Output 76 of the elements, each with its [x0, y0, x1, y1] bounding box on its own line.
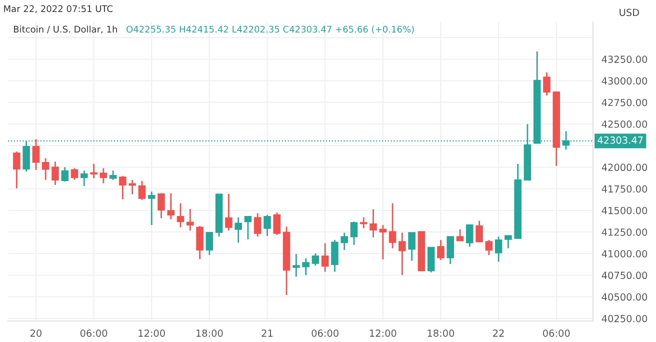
y-tick-label: 41750.00: [602, 185, 648, 193]
x-tick-label: 18:00: [428, 330, 454, 337]
candlestick: [388, 202, 396, 250]
candlestick: [292, 253, 300, 278]
candlestick: [331, 239, 338, 272]
y-tick-label: 43250.00: [602, 56, 648, 63]
candlestick: [504, 234, 512, 250]
y-axis-title: USD: [620, 8, 640, 16]
x-tick-label: 12:00: [138, 330, 165, 337]
y-tick-label: 43000.00: [602, 77, 648, 85]
candlestick: [408, 232, 416, 262]
candlestick: [427, 246, 435, 274]
candlestick: [234, 216, 242, 244]
y-tick-label: 40750.00: [602, 272, 648, 280]
candlestick: [360, 216, 368, 229]
x-tick-label: 06:00: [543, 330, 570, 337]
text: Mar 22, 2022 07:51 UTC: [4, 5, 113, 14]
y-tick-label: 41500.00: [602, 206, 648, 214]
candlestick: [485, 239, 493, 256]
candlestick: [312, 252, 320, 266]
x-tick-label: 21: [262, 330, 273, 337]
candlestick: [456, 228, 464, 242]
y-tick-label: 41250.00: [602, 228, 648, 236]
ref-line-label: 42303.47: [598, 136, 643, 144]
candlestick: [128, 179, 136, 195]
candlestick: [446, 236, 454, 265]
candlestick: [61, 166, 68, 182]
candlestick: [340, 232, 348, 251]
candlestick: [13, 150, 20, 189]
x-tick-label: 06:00: [80, 330, 108, 337]
y-tick-label: 40500.00: [602, 293, 648, 301]
candlestick: [494, 236, 502, 262]
y-tick-label: 42000.00: [602, 164, 648, 172]
candlestick: [244, 216, 252, 240]
candlestick: [350, 220, 358, 246]
candlestick: [273, 212, 281, 236]
y-tick-label: 41000.00: [602, 250, 648, 258]
candlestick: [138, 180, 146, 201]
candlestick: [90, 163, 98, 179]
candlestick: [466, 224, 474, 248]
candlestick: [543, 72, 550, 96]
candlestick: [225, 193, 232, 232]
chart-subtitle: O42255.35 H42415.42 L42202.35 C42303.47 +65.66 (+0.16%): [126, 26, 414, 34]
candlestick: [186, 208, 194, 232]
x-tick-label: 20: [30, 330, 42, 337]
candlestick: [476, 220, 483, 242]
candlestick: [80, 170, 88, 187]
candlestick: [42, 157, 50, 181]
candlestick: [370, 208, 377, 238]
candlestick: [321, 242, 329, 272]
candlestick: [206, 232, 214, 256]
candlestick: [158, 192, 165, 219]
candlestick: [302, 258, 310, 276]
y-tick-label: 42500.00: [602, 120, 648, 128]
candlestick: [148, 190, 156, 226]
x-tick-label: 18:00: [196, 330, 223, 337]
candlestick: [32, 138, 40, 171]
chart-title: Bitcoin / U.S. Dollar, 1h: [14, 26, 117, 34]
candlestick: [109, 170, 117, 181]
y-tick-label: 42750.00: [602, 98, 648, 106]
x-tick-label: 22: [493, 330, 504, 337]
candlestick: [264, 214, 271, 237]
y-tick-label: 40250.00: [602, 314, 648, 322]
candlestick: [100, 168, 108, 184]
x-tick-label: 06:00: [312, 330, 338, 337]
candlestick: [196, 225, 204, 260]
candlestick: [176, 202, 184, 228]
candlestick: [119, 175, 126, 200]
candlestick: [398, 232, 406, 276]
candlestick: [437, 239, 444, 261]
candlestick: [379, 224, 387, 260]
candlestick: [52, 160, 59, 186]
candlestick: [70, 168, 78, 181]
candlestick: [254, 212, 262, 238]
candlestick: [167, 192, 175, 220]
x-tick-label: 12:00: [370, 330, 396, 337]
